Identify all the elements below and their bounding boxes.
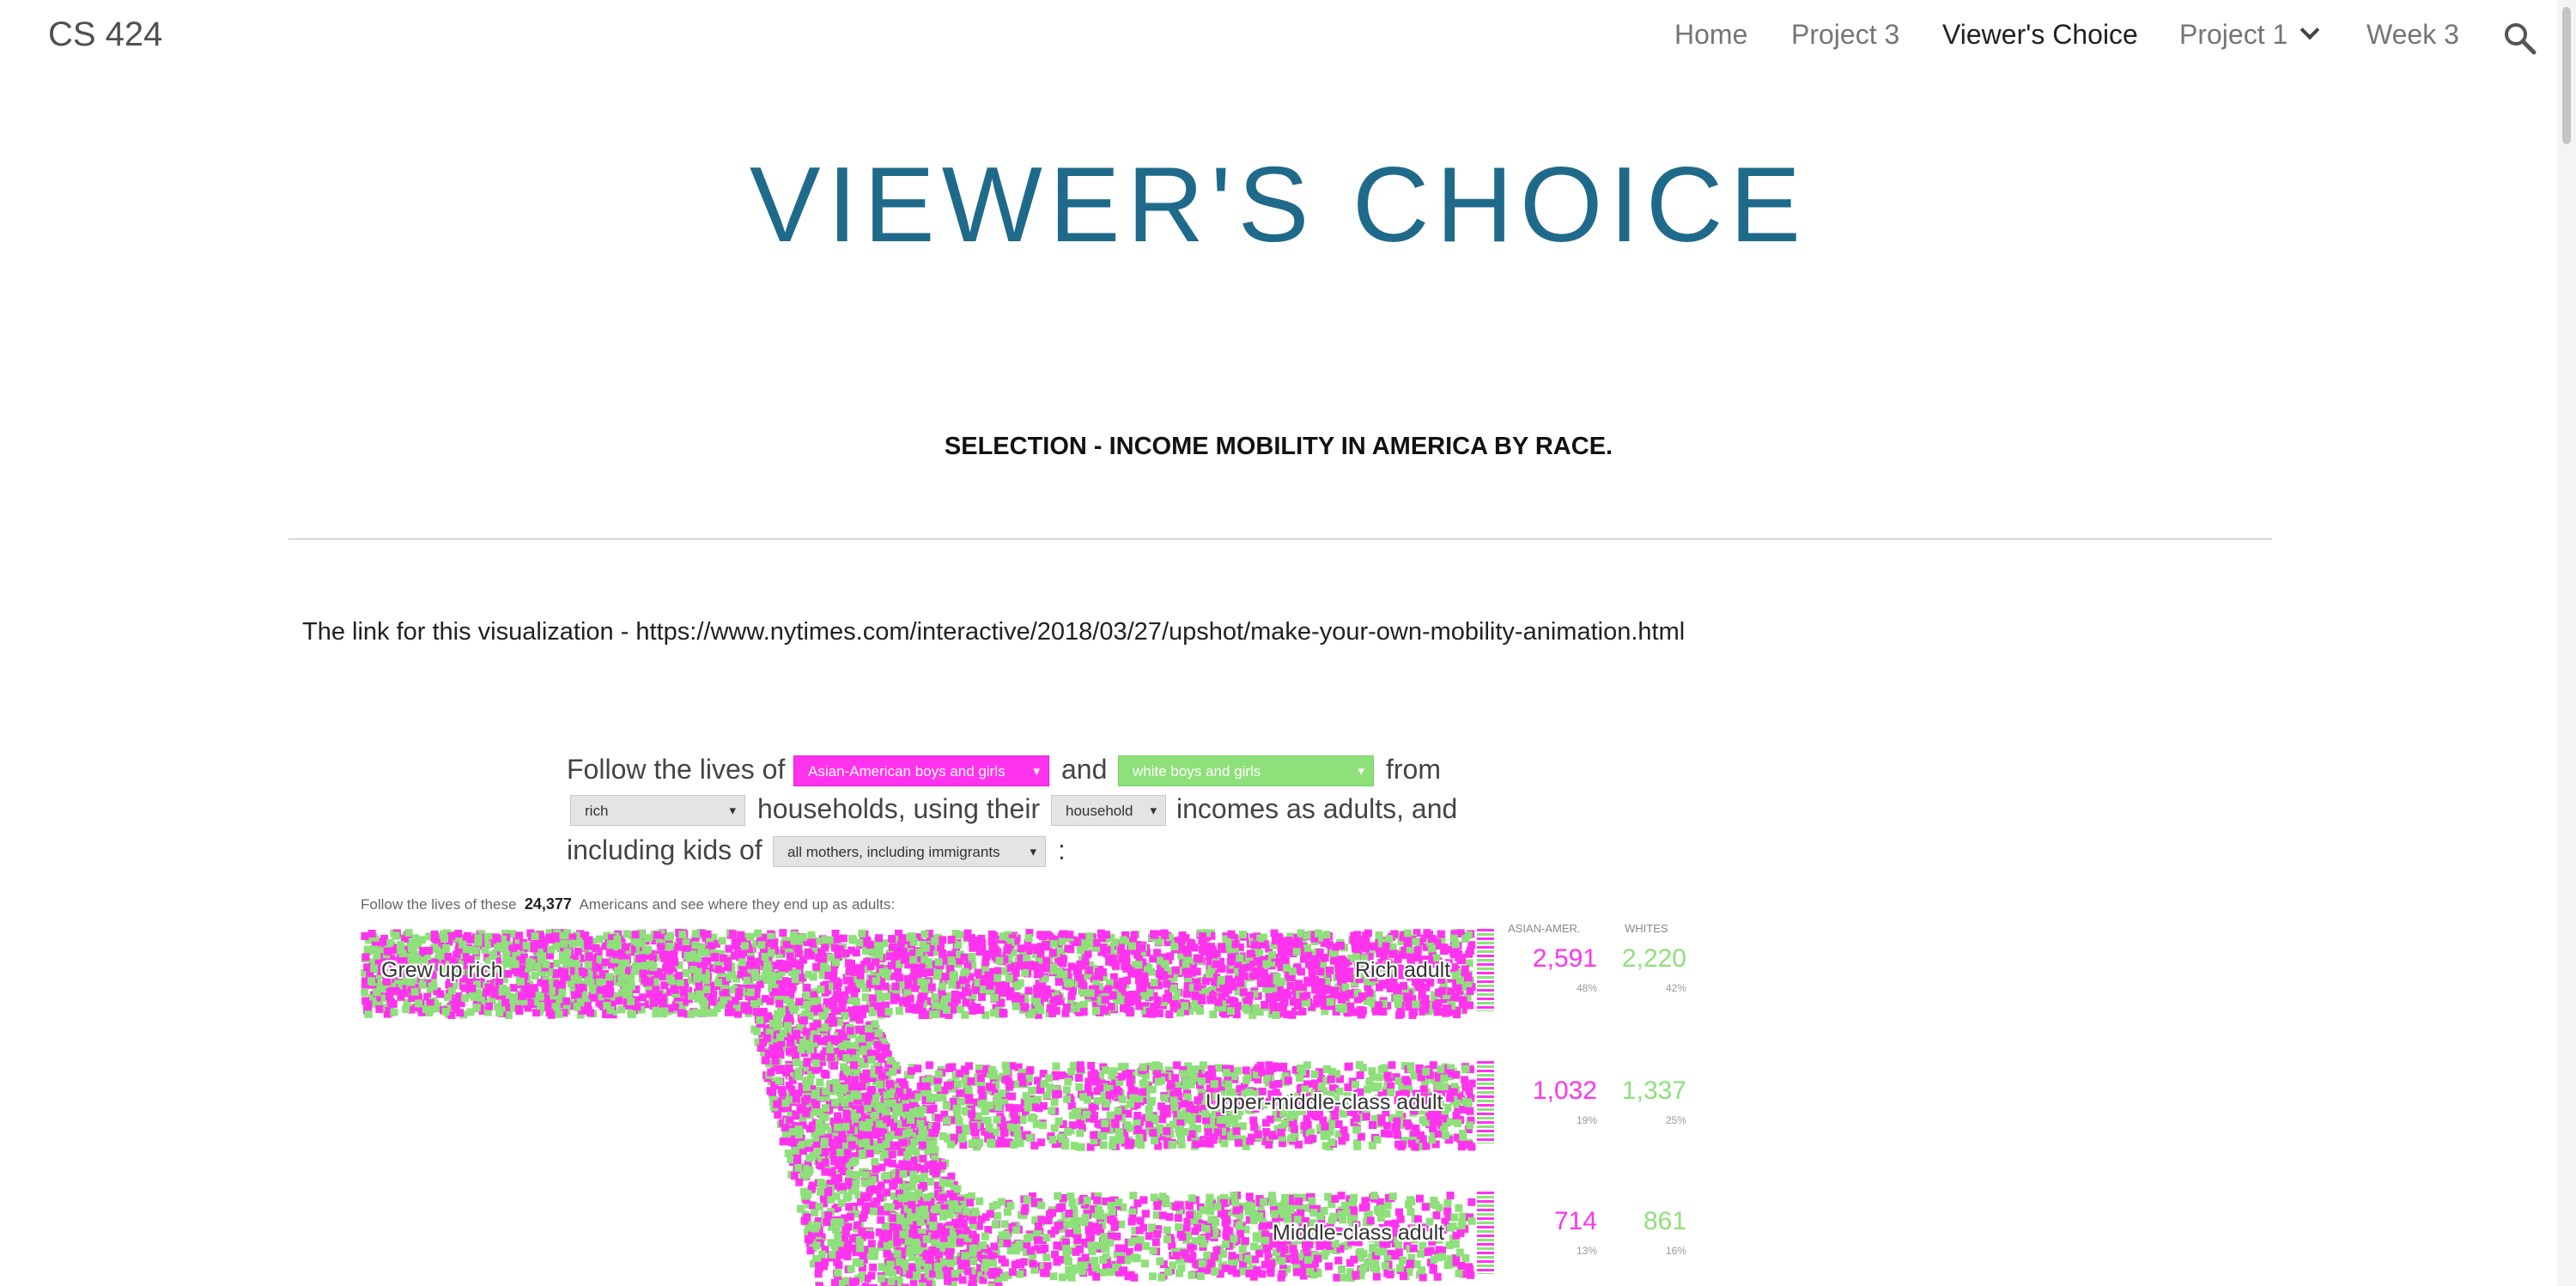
outcome-label-middle: Middle-class adult <box>1273 1221 1444 1246</box>
end-bar-upper-middle <box>1477 1061 1494 1143</box>
page-scrollbar[interactable] <box>2557 0 2576 1286</box>
search-icon[interactable] <box>2502 21 2537 55</box>
visualization-link-text: The link for this visualization - https:… <box>302 618 1685 646</box>
dot-flow-field <box>361 738 1494 1286</box>
pct-asian-rich: 48% <box>1508 982 1597 994</box>
end-bar-rich <box>1477 929 1494 1011</box>
top-navigation-bar: CS 424 Home Project 3 Viewer's Choice Pr… <box>0 0 2576 76</box>
count-asian-rich: 2,591 <box>1508 944 1597 974</box>
pct-white-middle: 16% <box>1604 1245 1686 1257</box>
pct-asian-middle: 13% <box>1508 1245 1597 1257</box>
end-bar-middle <box>1477 1192 1494 1274</box>
nav-project-1[interactable]: Project 1 <box>2179 19 2317 51</box>
mobility-visualization: Follow the lives of Asian-American boys … <box>361 738 1700 1286</box>
pct-white-upper-middle: 25% <box>1604 1114 1686 1126</box>
nav-week-3[interactable]: Week 3 <box>2366 19 2459 51</box>
start-label: Grew up rich <box>381 958 503 983</box>
section-heading: SELECTION - INCOME MOBILITY IN AMERICA B… <box>0 433 2557 461</box>
outcome-label-rich: Rich adult <box>1355 958 1450 983</box>
nav-project-3[interactable]: Project 3 <box>1791 19 1899 51</box>
count-white-rich: 2,220 <box>1604 944 1686 974</box>
nav-viewers-choice[interactable]: Viewer's Choice <box>1942 19 2138 51</box>
site-title[interactable]: CS 424 <box>48 15 162 54</box>
scrollbar-thumb[interactable] <box>2562 7 2571 144</box>
chevron-down-icon[interactable] <box>2300 21 2320 40</box>
pct-asian-upper-middle: 19% <box>1508 1114 1597 1126</box>
nav-project-1-label: Project 1 <box>2179 19 2287 50</box>
column-header-asian: ASIAN-AMER. <box>1508 922 1581 935</box>
pct-white-rich: 42% <box>1604 982 1686 994</box>
count-white-upper-middle: 1,337 <box>1604 1077 1686 1106</box>
column-header-whites: WHITES <box>1625 922 1668 935</box>
count-white-middle: 861 <box>1604 1207 1686 1236</box>
page-title: VIEWER'S CHOICE <box>0 144 2557 266</box>
outcome-label-upper-middle: Upper-middle-class adult <box>1206 1090 1443 1115</box>
horizontal-divider <box>289 538 2272 540</box>
count-asian-upper-middle: 1,032 <box>1508 1077 1597 1106</box>
nav-home[interactable]: Home <box>1674 19 1747 51</box>
count-asian-middle: 714 <box>1508 1207 1597 1236</box>
